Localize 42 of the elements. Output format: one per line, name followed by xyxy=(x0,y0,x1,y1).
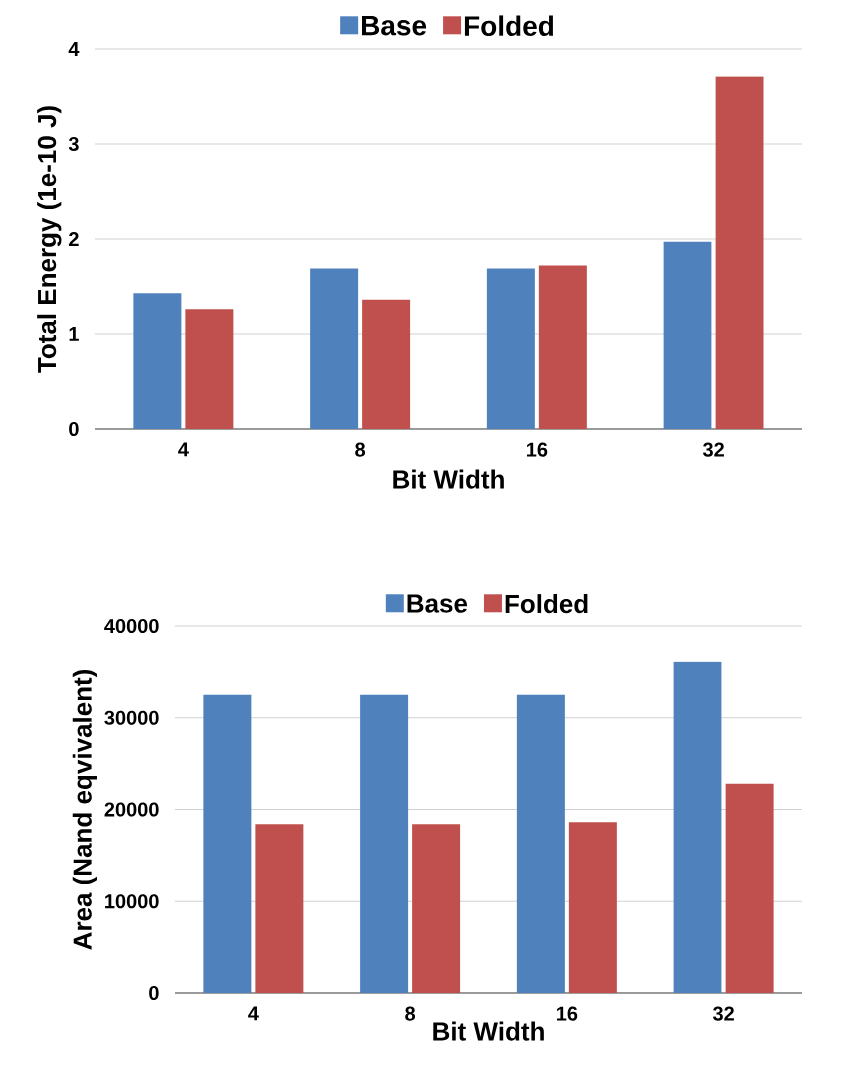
bar xyxy=(663,241,712,429)
bar xyxy=(310,268,359,429)
y-tick-label: 10000 xyxy=(105,894,159,909)
x-tick-label: 8 xyxy=(405,1006,416,1021)
x-tick-label: 4 xyxy=(248,1006,259,1021)
y-tick-label: 2 xyxy=(69,232,79,246)
bar xyxy=(516,694,565,993)
bar xyxy=(412,824,461,993)
x-tick-label: 8 xyxy=(355,442,366,457)
bar xyxy=(673,661,722,993)
bar xyxy=(538,265,587,429)
x-tick-label: 32 xyxy=(712,1006,734,1021)
y-tick-label: 4 xyxy=(68,42,80,56)
x-tick-label: 32 xyxy=(702,442,724,457)
y-tick-label: 40000 xyxy=(104,618,159,634)
legend-label: Folded xyxy=(464,15,554,36)
x-tick-label: 16 xyxy=(557,1006,578,1021)
x-tick-label: 16 xyxy=(527,442,548,457)
bar xyxy=(486,268,535,429)
x-tick-label: 4 xyxy=(178,442,189,457)
legend-label: Base xyxy=(362,15,427,36)
bar xyxy=(133,293,182,429)
y-axis-title: Total Energy (1e-10 J) xyxy=(37,106,62,373)
bar xyxy=(360,694,409,993)
bar xyxy=(725,783,774,993)
bar xyxy=(362,299,411,429)
y-tick-label: 0 xyxy=(69,421,79,437)
x-axis-title: Bit Width xyxy=(433,1021,544,1041)
y-axis-title: Area (Nand eqvivalent) xyxy=(72,669,97,950)
y-tick-label: 0 xyxy=(149,985,159,1001)
bar xyxy=(185,309,234,429)
x-axis-title: Bit Width xyxy=(393,469,504,489)
y-tick-label: 1 xyxy=(69,327,79,341)
y-tick-label: 3 xyxy=(68,136,79,152)
y-tick-label: 30000 xyxy=(104,710,159,725)
legend-label: Base xyxy=(407,594,468,613)
legend-label: Folded xyxy=(505,594,588,614)
bar xyxy=(255,824,304,993)
bar xyxy=(203,694,252,993)
bar xyxy=(568,822,617,993)
y-tick-label: 20000 xyxy=(104,802,159,817)
bar xyxy=(715,76,764,429)
